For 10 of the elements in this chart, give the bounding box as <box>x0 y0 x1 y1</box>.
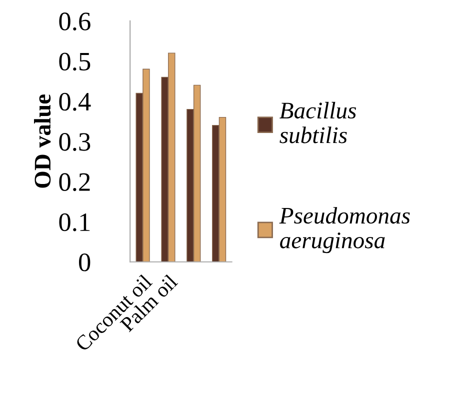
legend-label: Pseudomonas aeruginosa <box>279 207 410 254</box>
y-tick-label: 0.1 <box>59 213 90 232</box>
y-tick-label: 0 <box>79 253 90 272</box>
y-tick-label: 0.5 <box>59 52 90 71</box>
y-tick-label: 0.4 <box>59 92 91 111</box>
y-axis-title: OD value <box>34 94 51 188</box>
y-tick-label: 0.2 <box>59 173 90 192</box>
y-tick-label: 0.6 <box>59 12 90 30</box>
y-tick-label: 0.3 <box>59 133 90 151</box>
legend-label: Bacillus subtilis <box>280 102 356 144</box>
